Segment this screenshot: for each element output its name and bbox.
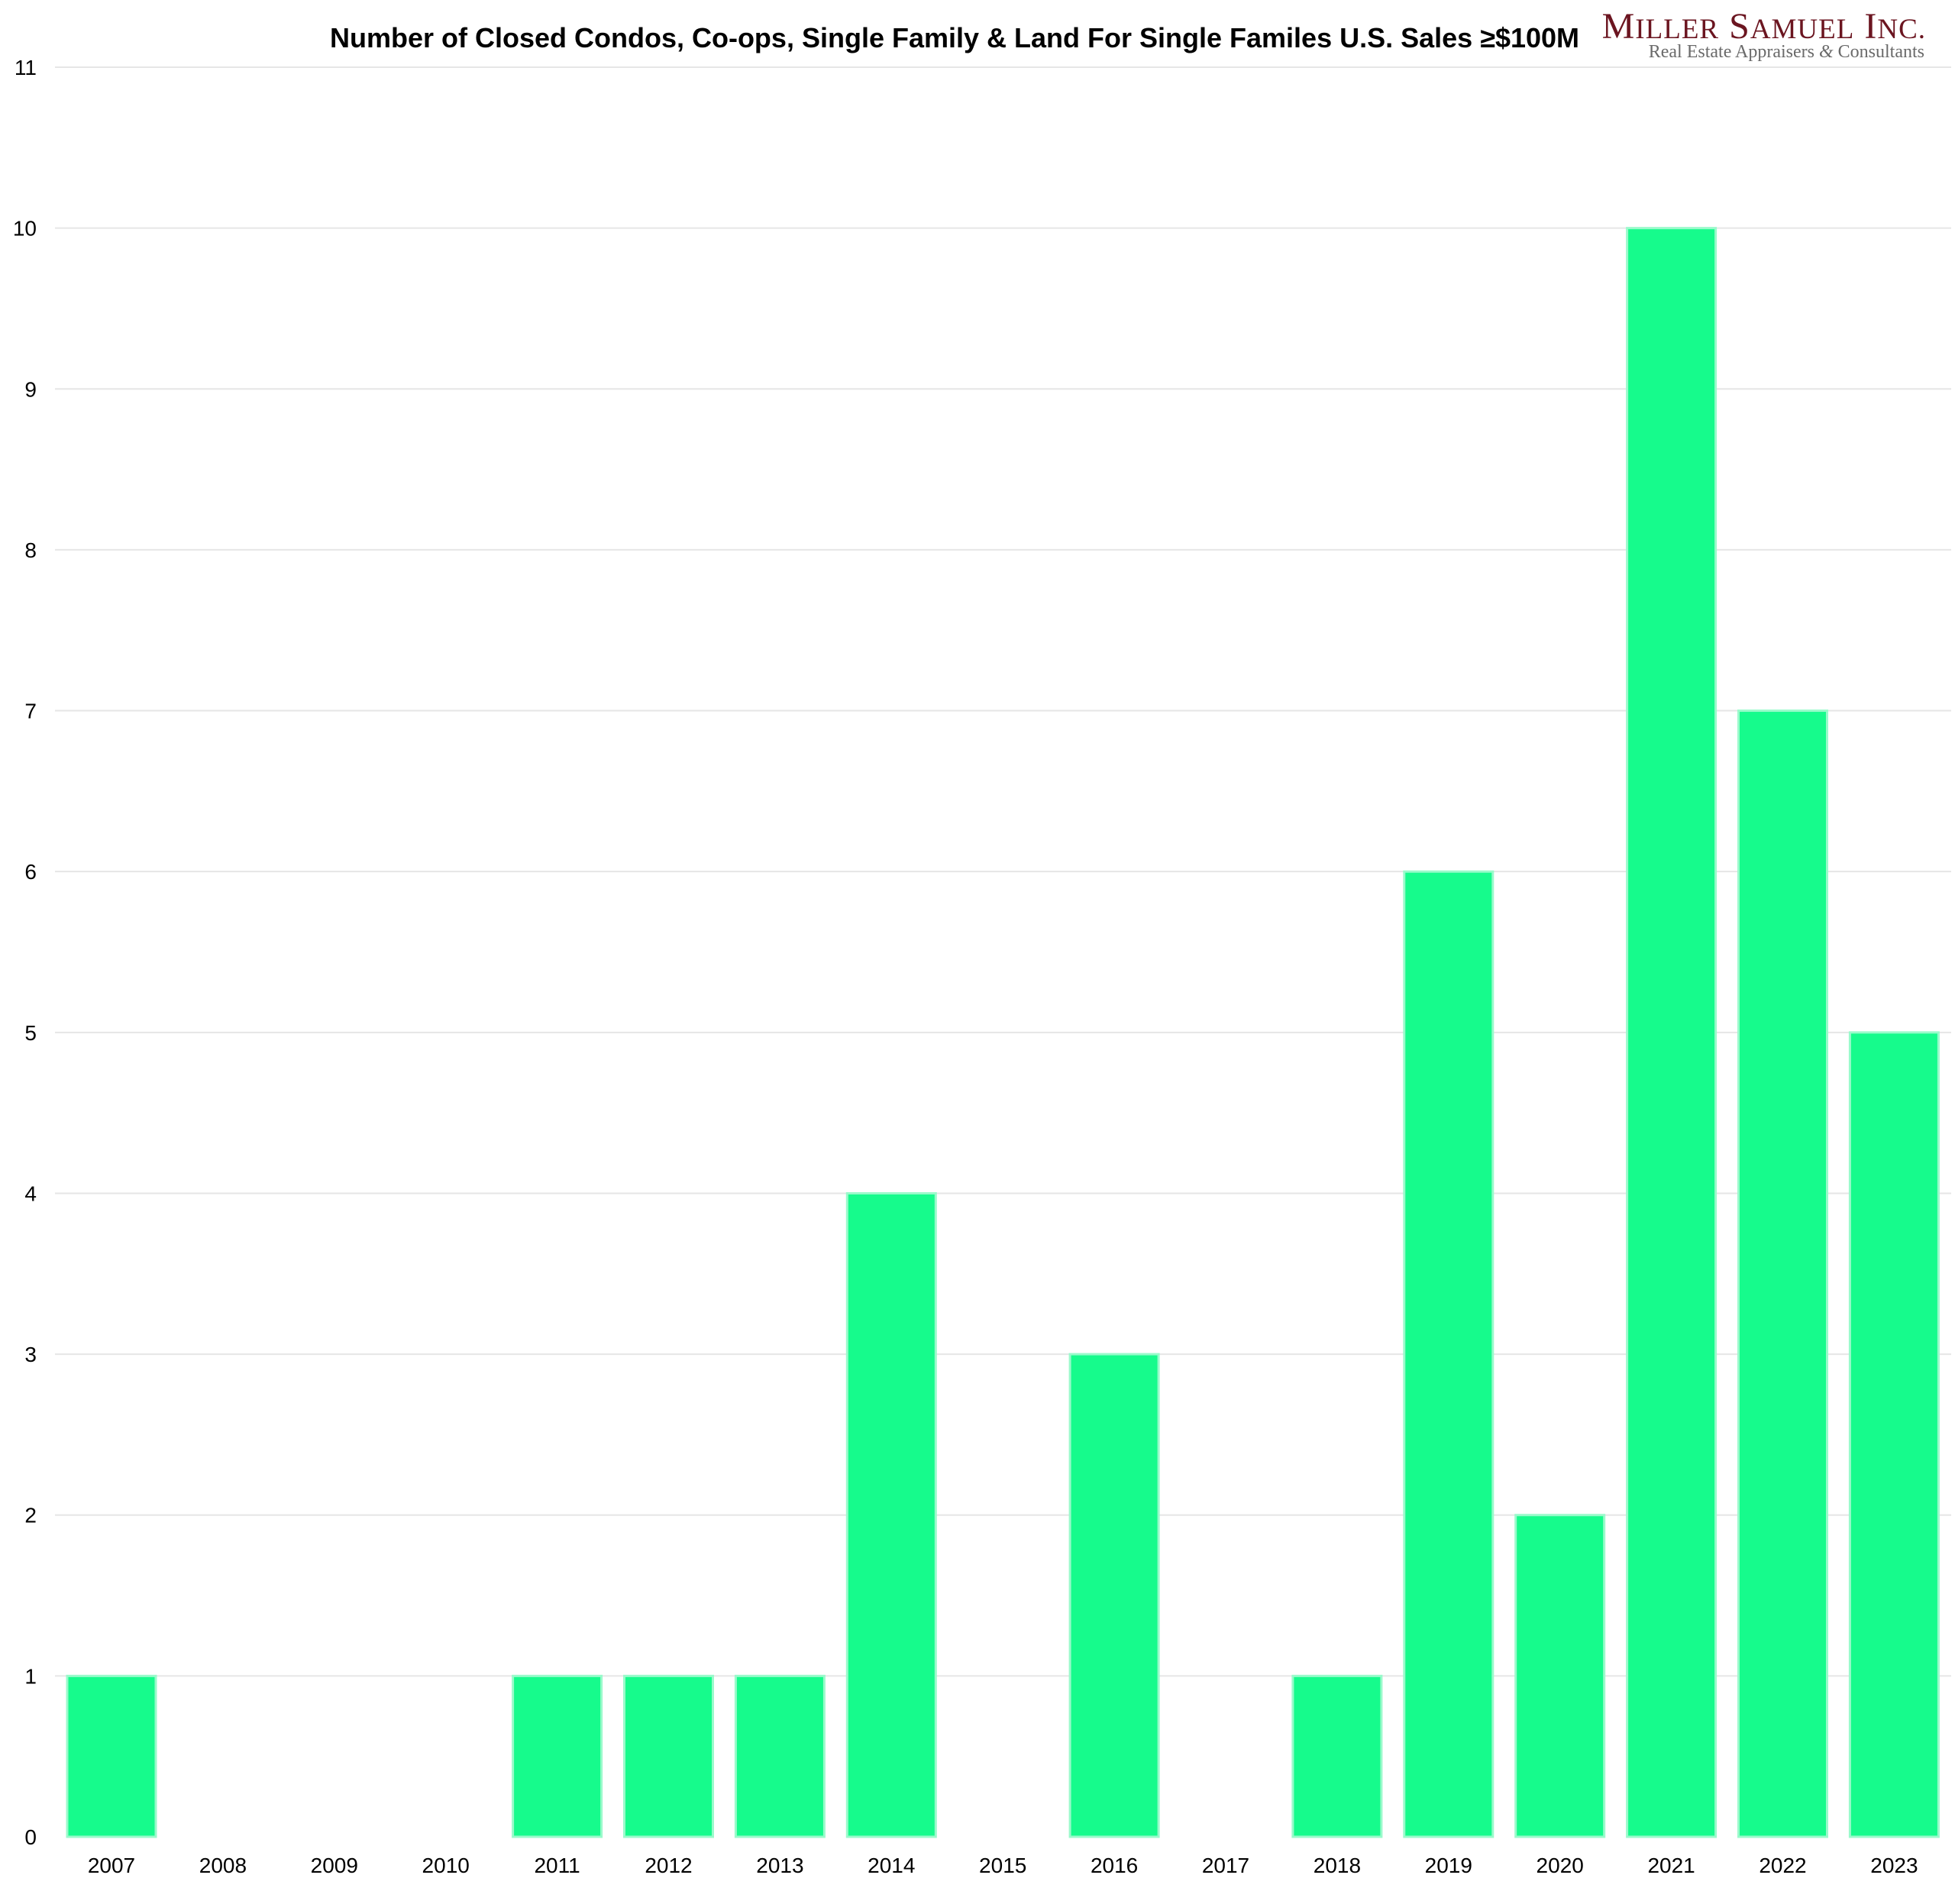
x-tick-label: 2007	[88, 1854, 135, 1877]
bar	[1514, 1514, 1606, 1838]
x-tick-label: 2011	[534, 1854, 580, 1877]
x-tick-label: 2023	[1870, 1854, 1918, 1877]
y-tick-label: 8	[24, 538, 37, 562]
bar	[623, 1674, 714, 1838]
bar	[66, 1674, 157, 1838]
x-tick-label: 2020	[1537, 1854, 1584, 1877]
x-tick-label: 2009	[311, 1854, 358, 1877]
x-tick-label: 2010	[422, 1854, 470, 1877]
x-tick-label: 2016	[1091, 1854, 1138, 1877]
chart-title: Number of Closed Condos, Co-ops, Single …	[330, 22, 1579, 53]
bar	[1068, 1353, 1160, 1838]
x-tick-label: 2014	[868, 1854, 915, 1877]
logo-name: MILLER SAMUEL INC.	[1602, 6, 1926, 47]
logo-tagline: Real Estate Appraisers & Consultants	[1649, 42, 1924, 62]
x-tick-label: 2018	[1314, 1854, 1361, 1877]
y-tick-label: 7	[24, 700, 37, 723]
bar	[734, 1674, 826, 1838]
x-axis-tick-labels: 2007 2008 2009 2010 2011 2012 2013 2014 2015 2016…	[88, 1854, 1918, 1877]
x-tick-label: 2013	[756, 1854, 803, 1877]
y-tick-label: 1	[24, 1664, 37, 1688]
y-tick-label: 5	[24, 1021, 37, 1045]
x-tick-label: 2019	[1425, 1854, 1472, 1877]
bar	[1626, 227, 1717, 1838]
x-tick-label: 2021	[1647, 1854, 1695, 1877]
x-tick-label: 2012	[645, 1854, 692, 1877]
x-tick-label: 2017	[1202, 1854, 1249, 1877]
y-axis-tick-labels: 0 1 2 3 4 5 6 7 8 9 10 11	[13, 56, 37, 1849]
bar	[1848, 1031, 1940, 1838]
y-tick-label: 3	[24, 1343, 37, 1366]
y-tick-label: 11	[15, 56, 37, 79]
y-tick-label: 9	[24, 377, 37, 401]
bar	[1291, 1674, 1383, 1838]
x-tick-label: 2015	[979, 1854, 1026, 1877]
bar	[845, 1191, 937, 1838]
bars	[66, 227, 1940, 1838]
y-tick-label: 10	[13, 217, 37, 241]
bar	[1737, 710, 1828, 1838]
y-tick-label: 4	[24, 1182, 37, 1205]
y-tick-label: 2	[24, 1504, 37, 1527]
bar	[1403, 870, 1495, 1838]
y-tick-label: 0	[24, 1825, 37, 1849]
y-tick-label: 6	[24, 860, 37, 884]
company-logo: MILLER SAMUEL INC. Real Estate Appraiser…	[1602, 6, 1926, 62]
x-tick-label: 2008	[199, 1854, 247, 1877]
x-tick-label: 2022	[1759, 1854, 1806, 1877]
bar	[512, 1674, 603, 1838]
